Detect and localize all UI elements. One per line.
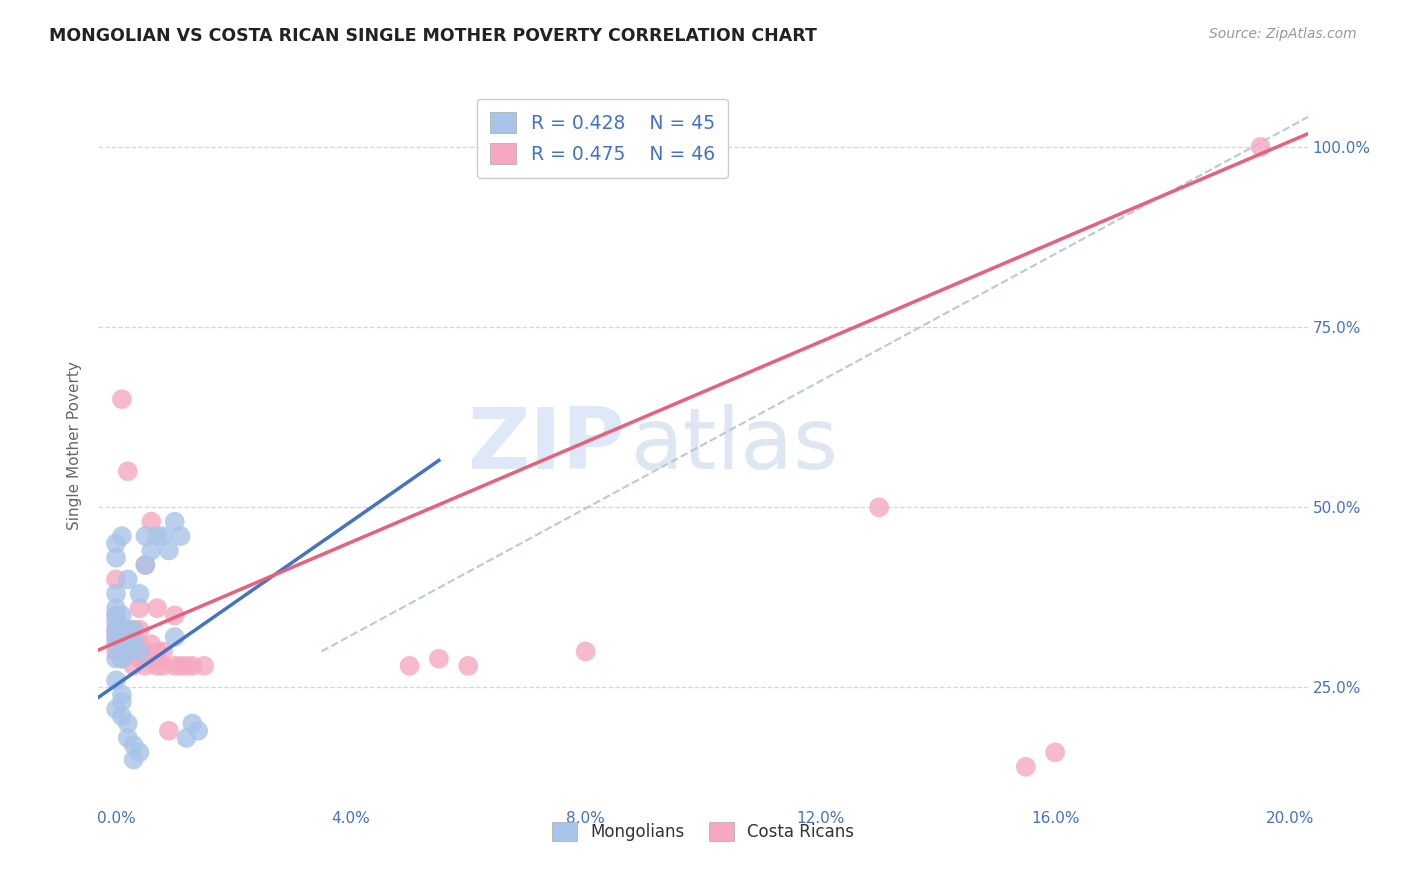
Point	[111, 623, 134, 637]
Point	[163, 658, 186, 673]
Point	[105, 608, 128, 623]
Point	[1250, 140, 1272, 154]
Point	[122, 637, 145, 651]
Point	[163, 515, 186, 529]
Point	[141, 543, 163, 558]
Point	[105, 637, 128, 651]
Point	[141, 515, 163, 529]
Point	[169, 529, 191, 543]
Point	[122, 623, 145, 637]
Point	[1015, 760, 1038, 774]
Point	[105, 651, 128, 665]
Point	[152, 529, 174, 543]
Point	[868, 500, 890, 515]
Point	[111, 651, 134, 665]
Point	[105, 608, 128, 623]
Point	[111, 688, 134, 702]
Y-axis label: Single Mother Poverty: Single Mother Poverty	[67, 361, 83, 531]
Legend: Mongolians, Costa Ricans: Mongolians, Costa Ricans	[546, 815, 860, 848]
Point	[105, 623, 128, 637]
Point	[193, 658, 215, 673]
Point	[575, 644, 598, 658]
Point	[105, 630, 128, 644]
Point	[122, 658, 145, 673]
Point	[117, 644, 139, 658]
Point	[105, 623, 128, 637]
Point	[105, 702, 128, 716]
Point	[111, 695, 134, 709]
Point	[117, 716, 139, 731]
Point	[111, 630, 134, 644]
Point	[111, 709, 134, 723]
Point	[141, 651, 163, 665]
Point	[427, 651, 450, 665]
Point	[134, 658, 156, 673]
Point	[111, 644, 134, 658]
Point	[105, 644, 128, 658]
Point	[117, 630, 139, 644]
Point	[105, 587, 128, 601]
Point	[111, 392, 134, 406]
Point	[128, 745, 150, 759]
Point	[398, 658, 420, 673]
Point	[146, 601, 169, 615]
Text: MONGOLIAN VS COSTA RICAN SINGLE MOTHER POVERTY CORRELATION CHART: MONGOLIAN VS COSTA RICAN SINGLE MOTHER P…	[49, 27, 817, 45]
Point	[117, 623, 139, 637]
Point	[128, 651, 150, 665]
Point	[117, 572, 139, 586]
Point	[111, 651, 134, 665]
Point	[128, 601, 150, 615]
Point	[117, 464, 139, 478]
Point	[111, 608, 134, 623]
Point	[111, 529, 134, 543]
Point	[128, 637, 150, 651]
Point	[105, 550, 128, 565]
Point	[128, 623, 150, 637]
Point	[117, 644, 139, 658]
Point	[157, 543, 180, 558]
Point	[105, 536, 128, 550]
Point	[457, 658, 479, 673]
Point	[105, 615, 128, 630]
Point	[1043, 745, 1066, 759]
Point	[181, 716, 204, 731]
Point	[146, 529, 169, 543]
Point	[141, 637, 163, 651]
Point	[187, 723, 209, 738]
Text: ZIP: ZIP	[467, 404, 624, 488]
Point	[122, 753, 145, 767]
Point	[111, 637, 134, 651]
Point	[105, 630, 128, 644]
Point	[169, 658, 191, 673]
Point	[146, 658, 169, 673]
Text: Source: ZipAtlas.com: Source: ZipAtlas.com	[1209, 27, 1357, 41]
Point	[105, 601, 128, 615]
Point	[134, 644, 156, 658]
Point	[128, 644, 150, 658]
Point	[163, 630, 186, 644]
Point	[152, 658, 174, 673]
Point	[117, 630, 139, 644]
Point	[152, 644, 174, 658]
Point	[134, 529, 156, 543]
Point	[122, 644, 145, 658]
Point	[105, 673, 128, 688]
Point	[157, 723, 180, 738]
Point	[117, 623, 139, 637]
Text: atlas: atlas	[630, 404, 838, 488]
Point	[122, 623, 145, 637]
Point	[134, 558, 156, 572]
Point	[134, 558, 156, 572]
Point	[105, 572, 128, 586]
Point	[176, 731, 198, 745]
Point	[163, 608, 186, 623]
Point	[128, 587, 150, 601]
Point	[117, 731, 139, 745]
Point	[176, 658, 198, 673]
Point	[146, 644, 169, 658]
Point	[181, 658, 204, 673]
Point	[122, 738, 145, 752]
